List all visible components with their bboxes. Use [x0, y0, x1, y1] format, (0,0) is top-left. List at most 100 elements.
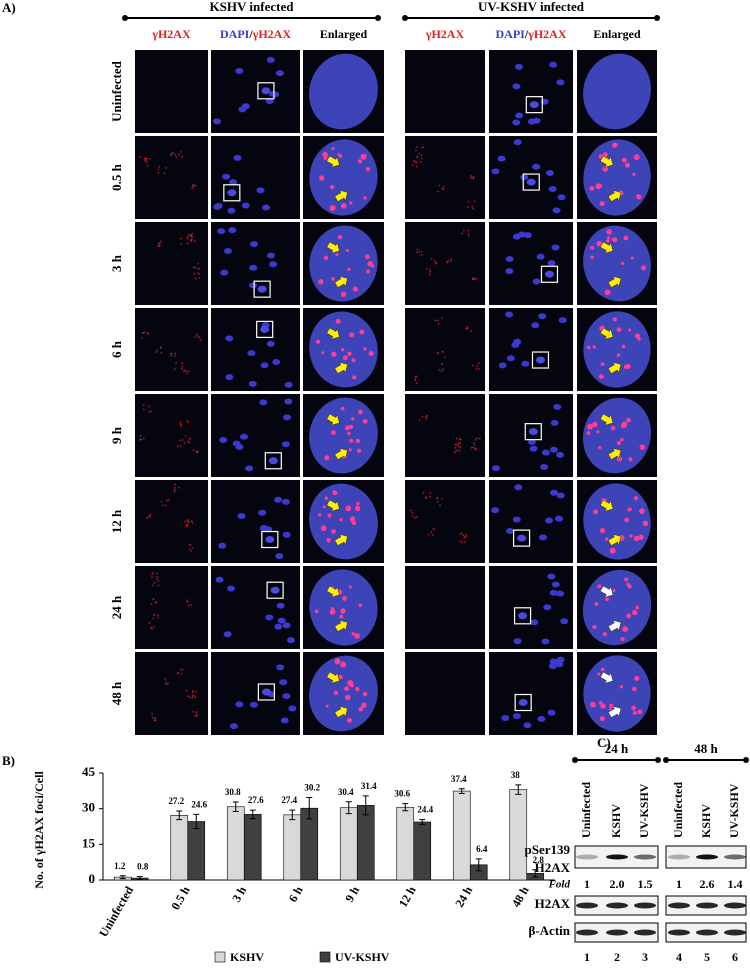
focus [173, 368, 176, 371]
focus [198, 276, 201, 279]
nucleus [280, 717, 289, 724]
zoom-box [253, 280, 271, 298]
micrograph-content [501, 656, 565, 729]
focus [632, 710, 637, 715]
focus [363, 196, 367, 200]
nucleus [247, 350, 256, 357]
focus [450, 260, 452, 262]
band [606, 902, 628, 909]
lane-label: Uninfected [671, 782, 685, 838]
focus [590, 701, 596, 708]
focus [156, 575, 159, 578]
focus [459, 540, 462, 542]
focus [600, 362, 605, 367]
micrograph-content [219, 398, 293, 472]
nucleus [552, 207, 561, 214]
arrow [326, 327, 340, 340]
focus [429, 268, 431, 271]
focus [626, 417, 631, 423]
focus [144, 159, 147, 162]
zoom-box [513, 607, 532, 625]
focus [352, 286, 358, 292]
focus [164, 504, 167, 507]
focus [421, 415, 424, 418]
focus [344, 425, 350, 431]
focus [186, 420, 189, 422]
focus [324, 455, 330, 461]
focus [473, 444, 476, 447]
nucleus [556, 451, 565, 458]
nucleus [217, 228, 226, 235]
focus [152, 617, 155, 620]
nucleus [544, 270, 554, 278]
nucleus [259, 399, 268, 406]
focus [184, 520, 186, 523]
row-label: H2AX [535, 860, 571, 875]
focus [333, 690, 339, 695]
focus [349, 332, 355, 338]
focus [151, 576, 153, 579]
micrograph-content [217, 227, 278, 298]
focus [586, 431, 591, 435]
focus [337, 234, 343, 240]
nucleus [257, 285, 267, 293]
focus [416, 251, 418, 253]
focus [416, 515, 418, 518]
micrograph [135, 222, 208, 305]
focus [195, 713, 198, 716]
micrograph-content [213, 154, 271, 214]
arrow [334, 189, 348, 202]
error-bar [176, 810, 183, 821]
error-bar [289, 809, 296, 821]
nucleus [523, 232, 532, 239]
nucleus [261, 688, 271, 696]
focus [187, 421, 190, 424]
data-label: 27.6 [248, 795, 264, 805]
focus [322, 505, 326, 509]
nucleus [275, 553, 284, 560]
focus [596, 430, 600, 434]
nucleus [274, 623, 283, 630]
focus [186, 601, 189, 603]
bracket-dot [654, 15, 660, 21]
focus [191, 694, 194, 697]
focus [190, 604, 193, 606]
focus [415, 161, 418, 164]
focus [158, 245, 161, 248]
nucleus [550, 489, 559, 496]
error-bar [475, 858, 482, 872]
focus [349, 516, 356, 522]
focus [633, 154, 640, 161]
micrograph-content [583, 53, 651, 130]
focus [153, 614, 156, 616]
focus [187, 440, 190, 443]
lane-label: UV-KSHV [727, 783, 741, 838]
focus [425, 415, 427, 418]
enlarged-nucleus [309, 569, 378, 646]
focus [144, 157, 146, 160]
focus [193, 273, 196, 275]
focus [622, 626, 629, 633]
micrograph-content [139, 404, 199, 454]
focus [347, 431, 351, 436]
focus [187, 604, 190, 607]
data-label: 38 [511, 770, 521, 780]
focus [612, 317, 617, 322]
focus [429, 270, 432, 273]
nucleus [491, 465, 500, 472]
bar [452, 790, 471, 881]
row-label: Fold [548, 879, 571, 891]
nucleus [229, 723, 238, 730]
focus [440, 370, 443, 372]
focus [191, 690, 194, 692]
focus [620, 261, 625, 265]
focus [342, 596, 347, 601]
focus [454, 443, 457, 446]
error-bar [193, 813, 200, 830]
focus [345, 694, 351, 701]
micrograph-content [141, 331, 202, 375]
data-label: 30.8 [225, 787, 241, 797]
focus [415, 382, 418, 384]
focus [349, 201, 353, 205]
focus [471, 278, 474, 280]
